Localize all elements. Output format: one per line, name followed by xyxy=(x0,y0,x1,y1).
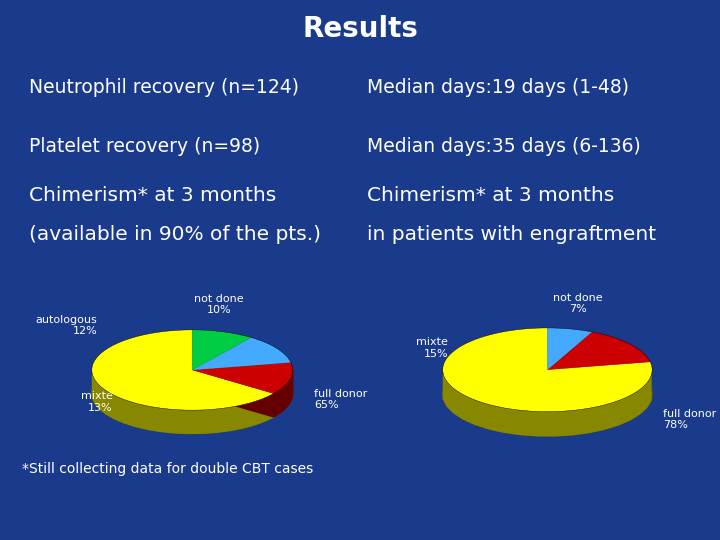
Text: mixte
13%: mixte 13% xyxy=(81,391,113,413)
Polygon shape xyxy=(547,332,650,370)
Polygon shape xyxy=(274,370,293,417)
Text: not done
7%: not done 7% xyxy=(554,293,603,314)
Polygon shape xyxy=(192,370,274,417)
Text: mixte
15%: mixte 15% xyxy=(416,337,448,359)
Text: Neutrophil recovery (n=124): Neutrophil recovery (n=124) xyxy=(29,78,299,97)
Text: Chimerism* at 3 months: Chimerism* at 3 months xyxy=(367,186,614,205)
Ellipse shape xyxy=(92,353,293,434)
Polygon shape xyxy=(192,370,274,417)
Polygon shape xyxy=(92,375,274,434)
Ellipse shape xyxy=(443,352,652,436)
Text: Median days:19 days (1-48): Median days:19 days (1-48) xyxy=(367,78,629,97)
Polygon shape xyxy=(192,362,293,394)
Text: Median days:35 days (6-136): Median days:35 days (6-136) xyxy=(367,137,641,156)
Polygon shape xyxy=(444,375,651,436)
Text: Chimerism* at 3 months: Chimerism* at 3 months xyxy=(29,186,276,205)
Text: not done
10%: not done 10% xyxy=(194,294,243,315)
Polygon shape xyxy=(192,330,251,370)
Polygon shape xyxy=(443,328,652,411)
Text: (available in 90% of the pts.): (available in 90% of the pts.) xyxy=(29,225,321,244)
Text: Eurocord - International Registry on Cord Blood Transplantation: Eurocord - International Registry on Cor… xyxy=(184,508,608,521)
Text: autologous
12%: autologous 12% xyxy=(35,315,97,336)
Text: Results: Results xyxy=(302,15,418,43)
Text: *Still collecting data for double CBT cases: *Still collecting data for double CBT ca… xyxy=(22,462,313,476)
Text: full donor
65%: full donor 65% xyxy=(314,389,367,410)
Text: in patients with engraftment: in patients with engraftment xyxy=(367,225,657,244)
Text: Platelet recovery (n=98): Platelet recovery (n=98) xyxy=(29,137,260,156)
Polygon shape xyxy=(192,338,291,370)
Polygon shape xyxy=(547,328,592,370)
Polygon shape xyxy=(92,330,274,410)
Text: full donor
78%: full donor 78% xyxy=(663,409,716,430)
